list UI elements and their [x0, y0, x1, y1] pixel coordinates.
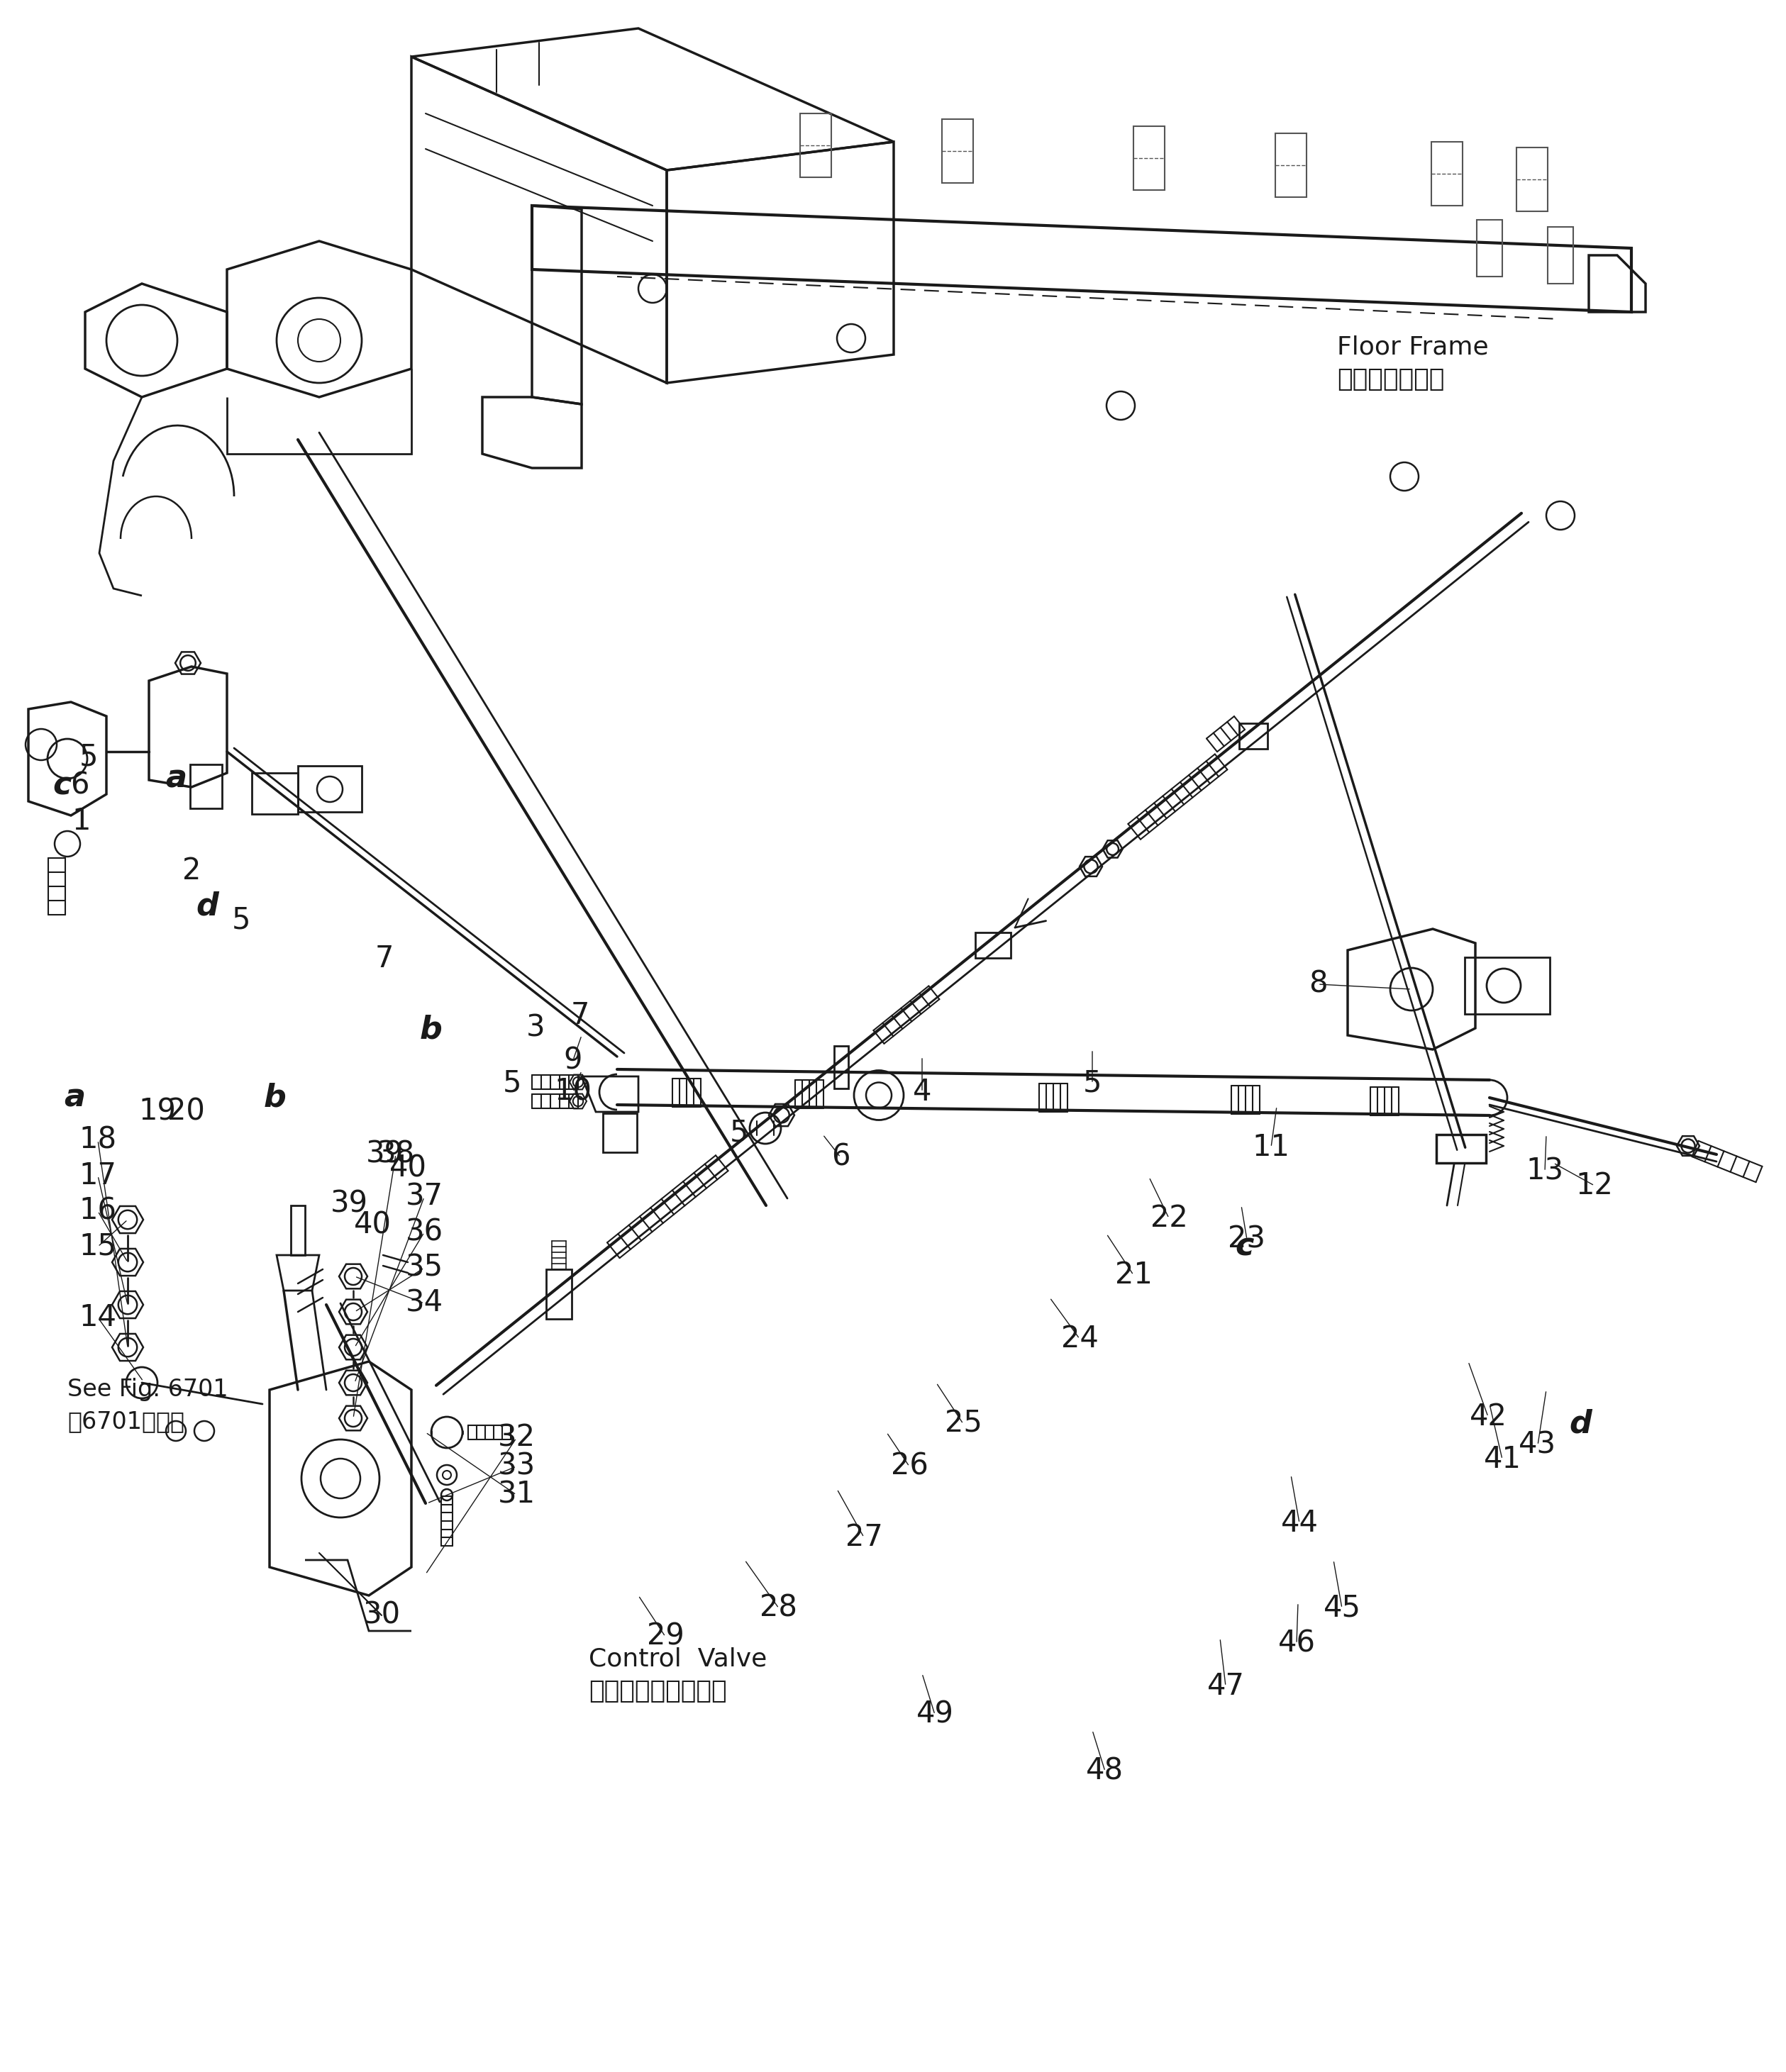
- Text: 11: 11: [1252, 1133, 1289, 1162]
- Text: a: a: [166, 762, 186, 794]
- Text: 7: 7: [572, 1001, 589, 1030]
- Text: フロアフレーム: フロアフレーム: [1338, 367, 1445, 392]
- Text: 28: 28: [761, 1593, 798, 1622]
- Text: Floor Frame: Floor Frame: [1338, 336, 1488, 361]
- Text: 37: 37: [405, 1181, 443, 1212]
- Text: 20: 20: [168, 1096, 205, 1127]
- Text: 8: 8: [1309, 970, 1327, 999]
- Text: Control  Valve: Control Valve: [589, 1647, 766, 1672]
- Text: c: c: [54, 771, 71, 802]
- Text: 46: 46: [1277, 1629, 1314, 1658]
- Text: 48: 48: [1086, 1757, 1123, 1786]
- Text: d: d: [1568, 1409, 1591, 1440]
- Text: 41: 41: [1484, 1444, 1522, 1473]
- Text: 38: 38: [377, 1140, 414, 1169]
- Text: 6: 6: [70, 771, 89, 800]
- Text: 22: 22: [1150, 1204, 1188, 1233]
- Text: 16: 16: [79, 1196, 116, 1227]
- Text: 43: 43: [1518, 1430, 1557, 1461]
- Text: 6: 6: [830, 1142, 850, 1173]
- Bar: [1465, 957, 1550, 1013]
- Text: 33: 33: [498, 1452, 536, 1481]
- Bar: [1134, 126, 1164, 191]
- Text: 32: 32: [498, 1423, 536, 1452]
- Text: 45: 45: [1323, 1593, 1361, 1622]
- Text: 13: 13: [1525, 1156, 1565, 1187]
- Text: 5: 5: [1082, 1069, 1102, 1098]
- Bar: [604, 1113, 638, 1152]
- Text: 25: 25: [945, 1409, 982, 1438]
- Bar: [941, 118, 973, 182]
- Text: 2: 2: [182, 856, 200, 885]
- Text: 19: 19: [139, 1096, 177, 1127]
- Text: 12: 12: [1575, 1171, 1613, 1200]
- Text: 26: 26: [891, 1452, 929, 1481]
- Text: 21: 21: [1114, 1260, 1152, 1291]
- Text: 30: 30: [363, 1600, 400, 1631]
- Text: 18: 18: [79, 1125, 116, 1154]
- Text: 4: 4: [913, 1077, 932, 1106]
- Text: 9: 9: [564, 1044, 582, 1075]
- Text: 40: 40: [389, 1154, 427, 1183]
- Text: 7: 7: [375, 945, 393, 974]
- Bar: [800, 114, 830, 178]
- Text: 1: 1: [71, 806, 91, 835]
- Text: 5: 5: [79, 742, 98, 773]
- Text: 39: 39: [330, 1189, 368, 1218]
- Text: 31: 31: [498, 1479, 536, 1510]
- Text: b: b: [420, 1015, 443, 1044]
- Bar: [1431, 141, 1463, 205]
- Text: 14: 14: [79, 1303, 116, 1332]
- Text: 17: 17: [79, 1160, 116, 1191]
- Text: 5: 5: [502, 1069, 522, 1098]
- Text: 3: 3: [527, 1013, 545, 1042]
- Text: 44: 44: [1281, 1508, 1318, 1537]
- Bar: [1516, 147, 1548, 211]
- Text: 29: 29: [647, 1622, 684, 1651]
- Text: 15: 15: [79, 1231, 116, 1262]
- Text: c: c: [1236, 1231, 1254, 1262]
- Bar: [189, 765, 221, 808]
- Bar: [975, 932, 1011, 957]
- Bar: [1548, 228, 1573, 284]
- Text: 23: 23: [1229, 1225, 1266, 1254]
- Bar: [298, 767, 363, 812]
- Text: 34: 34: [405, 1289, 443, 1318]
- Text: 5: 5: [730, 1119, 748, 1148]
- Text: d: d: [196, 891, 218, 922]
- Text: コントロールバルブ: コントロールバルブ: [589, 1678, 727, 1703]
- Text: 10: 10: [554, 1077, 591, 1106]
- Bar: [834, 1046, 848, 1088]
- Text: 27: 27: [845, 1523, 882, 1552]
- Text: 35: 35: [405, 1254, 443, 1283]
- Text: 49: 49: [916, 1699, 954, 1730]
- Text: 47: 47: [1207, 1672, 1245, 1701]
- Bar: [1275, 133, 1307, 197]
- Text: a: a: [64, 1082, 86, 1113]
- Text: 36: 36: [405, 1218, 443, 1247]
- Text: b: b: [264, 1082, 286, 1113]
- Text: 40: 40: [354, 1210, 391, 1241]
- Text: 第6701図参照: 第6701図参照: [68, 1411, 184, 1434]
- Text: 5: 5: [232, 905, 250, 934]
- Bar: [547, 1268, 572, 1318]
- Bar: [1436, 1135, 1486, 1162]
- Text: 42: 42: [1470, 1403, 1507, 1432]
- Text: 24: 24: [1061, 1324, 1098, 1353]
- Bar: [1477, 220, 1502, 276]
- Text: See Fig. 6701: See Fig. 6701: [68, 1378, 229, 1401]
- Bar: [1239, 723, 1268, 748]
- Text: 39: 39: [366, 1140, 404, 1169]
